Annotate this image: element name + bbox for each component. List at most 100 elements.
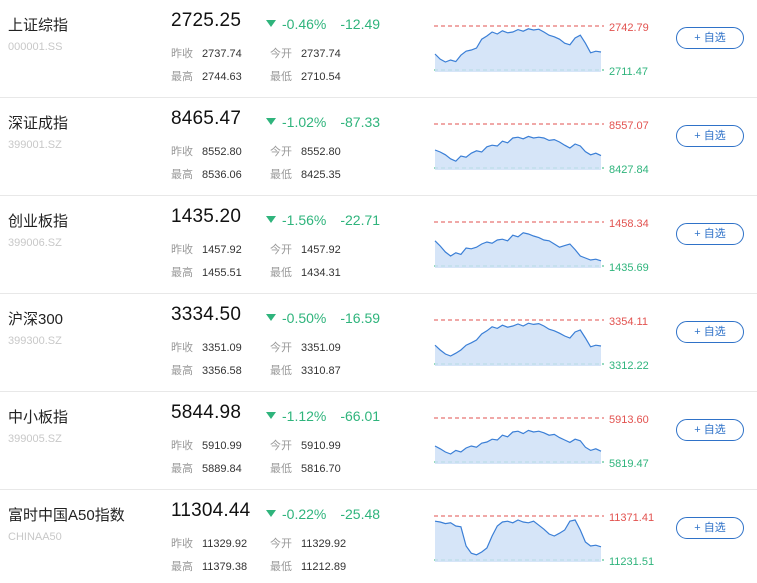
chart-low-label: 5819.47 — [609, 458, 649, 470]
chart-low-label: 3312.22 — [609, 360, 649, 372]
change-amount: -66.01 — [340, 408, 381, 424]
low-value: 1434.31 — [301, 267, 341, 279]
open-stat: 今开 1457.92 — [270, 241, 341, 257]
high-value: 5889.84 — [202, 463, 242, 475]
prev-close-stat: 昨收 2737.74 — [171, 45, 242, 61]
chart-low-label: 1435.69 — [609, 262, 649, 274]
index-name[interactable]: 中小板指 — [8, 409, 69, 426]
prev-close-label: 昨收 — [171, 538, 193, 550]
prev-close-label: 昨收 — [171, 440, 193, 452]
change-percent: -0.22% — [282, 506, 327, 522]
index-row: 深证成指 399001.SZ 8465.47 -1.02% -87.33 昨收 85… — [0, 98, 757, 196]
index-row: 富时中国A50指数 CHINAA50 11304.44 -0.22% -25.48… — [0, 490, 757, 583]
high-value: 11379.38 — [202, 561, 248, 573]
change-group: -1.02% -87.33 — [266, 114, 380, 130]
triangle-down-icon — [266, 314, 276, 321]
index-row: 上证综指 000001.SS 2725.25 -0.46% -12.49 昨收 27… — [0, 0, 757, 98]
open-label: 今开 — [270, 146, 292, 158]
change-group: -1.56% -22.71 — [266, 212, 380, 228]
low-stat: 最低 2710.54 — [270, 68, 341, 84]
low-stat: 最低 5816.70 — [270, 460, 341, 476]
sparkline-line — [434, 322, 602, 357]
triangle-down-icon — [266, 20, 276, 27]
high-stat: 最高 3356.58 — [171, 362, 242, 378]
add-to-watchlist-button[interactable]: + 自选 — [676, 27, 744, 49]
current-price: 3334.50 — [171, 304, 242, 325]
low-value: 3310.87 — [301, 365, 341, 377]
index-row: 创业板指 399006.SZ 1435.20 -1.56% -22.71 昨收 14… — [0, 196, 757, 294]
add-to-watchlist-button[interactable]: + 自选 — [676, 517, 744, 539]
open-value: 11329.92 — [301, 538, 347, 550]
low-stat: 最低 3310.87 — [270, 362, 341, 378]
low-value: 8425.35 — [301, 169, 341, 181]
index-name[interactable]: 沪深300 — [8, 311, 64, 328]
prev-close-value: 3351.09 — [202, 342, 242, 354]
intraday-sparkline[interactable] — [433, 120, 605, 176]
chart-high-label: 8557.07 — [609, 120, 649, 132]
prev-close-value: 8552.80 — [202, 146, 242, 158]
intraday-sparkline[interactable] — [433, 22, 605, 78]
change-percent: -0.46% — [282, 16, 327, 32]
high-stat: 最高 5889.84 — [171, 460, 242, 476]
low-label: 最低 — [270, 365, 292, 377]
high-stat: 最高 11379.38 — [171, 558, 247, 574]
open-value: 8552.80 — [301, 146, 341, 158]
index-name[interactable]: 深证成指 — [8, 115, 69, 132]
open-value: 1457.92 — [301, 244, 341, 256]
intraday-sparkline[interactable] — [433, 512, 605, 568]
low-label: 最低 — [270, 463, 292, 475]
chart-low-label: 11231.51 — [609, 556, 655, 568]
triangle-down-icon — [266, 510, 276, 517]
high-stat: 最高 1455.51 — [171, 264, 242, 280]
sparkline-line — [434, 232, 602, 262]
chart-high-label: 1458.34 — [609, 218, 649, 230]
sparkline-area — [435, 430, 601, 464]
low-label: 最低 — [270, 169, 292, 181]
index-name[interactable]: 创业板指 — [8, 213, 69, 230]
high-value: 2744.63 — [202, 71, 242, 83]
add-to-watchlist-button[interactable]: + 自选 — [676, 125, 744, 147]
low-value: 11212.89 — [301, 561, 347, 573]
add-to-watchlist-button[interactable]: + 自选 — [676, 223, 744, 245]
index-code: 000001.SS — [8, 41, 63, 53]
current-price: 11304.44 — [171, 500, 251, 521]
index-code: 399300.SZ — [8, 335, 62, 347]
prev-close-value: 2737.74 — [202, 48, 242, 60]
change-percent: -0.50% — [282, 310, 327, 326]
index-code: 399001.SZ — [8, 139, 62, 151]
sparkline-line — [434, 429, 602, 455]
intraday-sparkline[interactable] — [433, 218, 605, 274]
intraday-sparkline[interactable] — [433, 414, 605, 470]
prev-close-label: 昨收 — [171, 146, 193, 158]
high-value: 8536.06 — [202, 169, 242, 181]
chart-high-label: 5913.60 — [609, 414, 649, 426]
index-name[interactable]: 富时中国A50指数 — [8, 507, 125, 524]
triangle-down-icon — [266, 216, 276, 223]
current-price: 5844.98 — [171, 402, 242, 423]
change-percent: -1.02% — [282, 114, 327, 130]
index-name[interactable]: 上证综指 — [8, 17, 69, 34]
low-label: 最低 — [270, 71, 292, 83]
add-to-watchlist-button[interactable]: + 自选 — [676, 419, 744, 441]
chart-high-label: 3354.11 — [609, 316, 648, 328]
low-label: 最低 — [270, 561, 292, 573]
open-label: 今开 — [270, 440, 292, 452]
high-stat: 最高 2744.63 — [171, 68, 242, 84]
prev-close-value: 5910.99 — [202, 440, 242, 452]
intraday-sparkline[interactable] — [433, 316, 605, 372]
open-label: 今开 — [270, 48, 292, 60]
prev-close-stat: 昨收 8552.80 — [171, 143, 242, 159]
prev-close-label: 昨收 — [171, 244, 193, 256]
chart-high-label: 11371.41 — [609, 512, 655, 524]
open-stat: 今开 5910.99 — [270, 437, 341, 453]
index-code: 399005.SZ — [8, 433, 62, 445]
high-label: 最高 — [171, 71, 193, 83]
high-label: 最高 — [171, 463, 193, 475]
sparkline-area — [435, 323, 601, 366]
change-group: -0.50% -16.59 — [266, 310, 380, 326]
add-to-watchlist-button[interactable]: + 自选 — [676, 321, 744, 343]
open-stat: 今开 3351.09 — [270, 339, 341, 355]
change-percent: -1.12% — [282, 408, 327, 424]
index-row: 沪深300 399300.SZ 3334.50 -0.50% -16.59 昨收 3… — [0, 294, 757, 392]
